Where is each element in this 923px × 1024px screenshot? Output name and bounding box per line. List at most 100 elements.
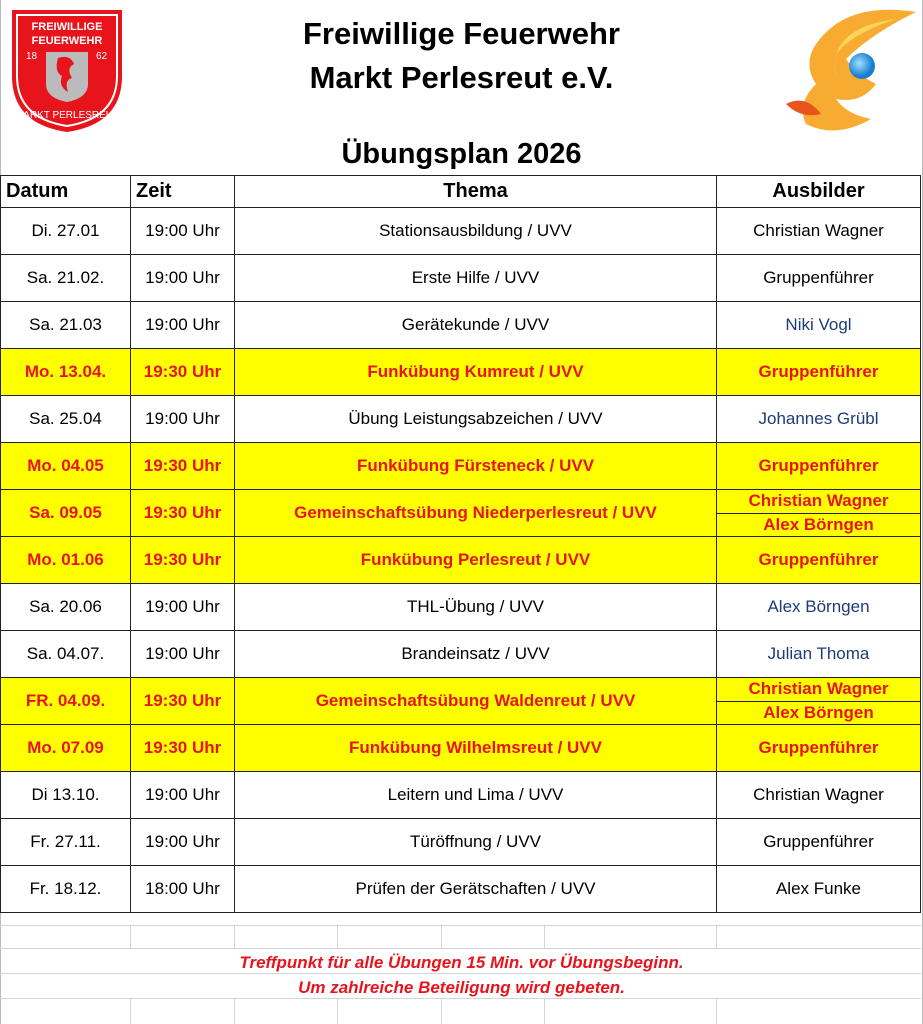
cell-datum: Di 13.10. bbox=[0, 771, 131, 819]
grid-line bbox=[0, 948, 921, 949]
table-row: Mo. 07.09 19:30 Uhr Funkübung Wilhelmsreut… bbox=[0, 724, 921, 772]
ausbilder-name: Christian Wagner bbox=[717, 491, 920, 514]
svg-text:MARKT PERLESREUT: MARKT PERLESREUT bbox=[15, 110, 119, 121]
cell-thema: THL-Übung / UVV bbox=[234, 583, 717, 631]
table-row: Sa. 21.03 19:00 Uhr Gerätekunde / UVV Niki … bbox=[0, 301, 921, 349]
table-row: FR. 04.09. 19:30 Uhr Gemeinschaftsübung Wa… bbox=[0, 677, 921, 725]
org-name-line2: Markt Perlesreut e.V. bbox=[309, 60, 614, 95]
cell-datum: Sa. 04.07. bbox=[0, 630, 131, 678]
cell-datum: Fr. 18.12. bbox=[0, 865, 131, 913]
table-row: Fr. 18.12. 18:00 Uhr Prüfen der Gerätschaf… bbox=[0, 865, 921, 913]
table-row: Mo. 04.05 19:30 Uhr Funkübung Fürsteneck /… bbox=[0, 442, 921, 490]
table-row: Di 13.10. 19:00 Uhr Leitern und Lima / UVV… bbox=[0, 771, 921, 819]
cell-datum: Sa. 21.03 bbox=[0, 301, 131, 349]
table-header-row: Datum Zeit Thema Ausbilder bbox=[0, 175, 921, 208]
cell-zeit: 19:00 Uhr bbox=[130, 207, 235, 255]
grid-line bbox=[0, 925, 921, 926]
cell-thema: Funkübung Perlesreut / UVV bbox=[234, 536, 717, 584]
cell-zeit: 19:30 Uhr bbox=[130, 348, 235, 396]
cell-ausbilder: Christian Wagner Alex Börngen bbox=[716, 489, 921, 537]
cell-thema: Stationsausbildung / UVV bbox=[234, 207, 717, 255]
cell-thema: Erste Hilfe / UVV bbox=[234, 254, 717, 302]
grid-line bbox=[716, 998, 717, 1024]
table-row: Sa. 04.07. 19:00 Uhr Brandeinsatz / UVV Jul… bbox=[0, 630, 921, 678]
grid-line bbox=[234, 925, 235, 948]
cell-ausbilder: Christian Wagner bbox=[716, 207, 921, 255]
cell-thema: Prüfen der Gerätschaften / UVV bbox=[234, 865, 717, 913]
svg-text:62: 62 bbox=[96, 51, 108, 62]
grid-line bbox=[337, 998, 338, 1024]
cell-thema: Funkübung Wilhelmsreut / UVV bbox=[234, 724, 717, 772]
flame-globe-logo bbox=[786, 9, 916, 131]
cell-datum: Sa. 25.04 bbox=[0, 395, 131, 443]
cell-thema: Leitern und Lima / UVV bbox=[234, 771, 717, 819]
cell-zeit: 19:30 Uhr bbox=[130, 536, 235, 584]
grid-line bbox=[544, 925, 545, 948]
cell-zeit: 18:00 Uhr bbox=[130, 865, 235, 913]
cell-datum: Sa. 20.06 bbox=[0, 583, 131, 631]
cell-zeit: 19:00 Uhr bbox=[130, 771, 235, 819]
cell-datum: Mo. 07.09 bbox=[0, 724, 131, 772]
cell-zeit: 19:30 Uhr bbox=[130, 489, 235, 537]
cell-datum: Di. 27.01 bbox=[0, 207, 131, 255]
cell-ausbilder: Christian Wagner Alex Börngen bbox=[716, 677, 921, 725]
table-row: Mo. 01.06 19:30 Uhr Funkübung Perlesreut /… bbox=[0, 536, 921, 584]
table-row: Sa. 20.06 19:00 Uhr THL-Übung / UVV Alex Bö… bbox=[0, 583, 921, 631]
empty-sheet-grid bbox=[0, 925, 921, 1024]
note-meeting-point: Treffpunkt für alle Übungen 15 Min. vor … bbox=[239, 953, 684, 972]
cell-thema: Übung Leistungsabzeichen / UVV bbox=[234, 395, 717, 443]
cell-datum: Mo. 13.04. bbox=[0, 348, 131, 396]
cell-thema: Türöffnung / UVV bbox=[234, 818, 717, 866]
cell-datum: Sa. 09.05 bbox=[0, 489, 131, 537]
cell-thema: Funkübung Fürsteneck / UVV bbox=[234, 442, 717, 490]
cell-datum: FR. 04.09. bbox=[0, 677, 131, 725]
ausbilder-name: Alex Börngen bbox=[763, 702, 874, 722]
cell-zeit: 19:30 Uhr bbox=[130, 677, 235, 725]
note-participation: Um zahlreiche Beteiligung wird gebeten. bbox=[298, 978, 625, 997]
fire-brigade-crest-logo: FREIWILLIGE FEUERWEHR 18 62 MARKT PERLES… bbox=[12, 10, 122, 132]
col-header-zeit: Zeit bbox=[130, 175, 235, 208]
cell-ausbilder: Johannes Grübl bbox=[716, 395, 921, 443]
grid-line bbox=[441, 998, 442, 1024]
schedule-table: Datum Zeit Thema Ausbilder Di. 27.01 19:0… bbox=[0, 175, 921, 913]
grid-line bbox=[130, 998, 131, 1024]
cell-ausbilder: Alex Börngen bbox=[716, 583, 921, 631]
cell-zeit: 19:00 Uhr bbox=[130, 395, 235, 443]
grid-line bbox=[0, 973, 921, 974]
table-row: Fr. 27.11. 19:00 Uhr Türöffnung / UVV Grupp… bbox=[0, 818, 921, 866]
cell-zeit: 19:00 Uhr bbox=[130, 818, 235, 866]
cell-thema: Gemeinschaftsübung Niederperlesreut / UV… bbox=[234, 489, 717, 537]
cell-thema: Gemeinschaftsübung Waldenreut / UVV bbox=[234, 677, 717, 725]
org-name-line1: Freiwillige Feuerwehr bbox=[303, 16, 620, 51]
col-header-thema: Thema bbox=[234, 175, 717, 208]
grid-line bbox=[716, 925, 717, 948]
table-row: Sa. 09.05 19:30 Uhr Gemeinschaftsübung Nie… bbox=[0, 489, 921, 537]
svg-text:FEUERWEHR: FEUERWEHR bbox=[32, 35, 103, 47]
cell-ausbilder: Gruppenführer bbox=[716, 536, 921, 584]
cell-zeit: 19:30 Uhr bbox=[130, 442, 235, 490]
cell-zeit: 19:00 Uhr bbox=[130, 630, 235, 678]
cell-zeit: 19:00 Uhr bbox=[130, 254, 235, 302]
table-row: Di. 27.01 19:00 Uhr Stationsausbildung / U… bbox=[0, 207, 921, 255]
cell-datum: Sa. 21.02. bbox=[0, 254, 131, 302]
cell-zeit: 19:30 Uhr bbox=[130, 724, 235, 772]
table-row: Mo. 13.04. 19:30 Uhr Funkübung Kumreut / U… bbox=[0, 348, 921, 396]
cell-ausbilder: Gruppenführer bbox=[716, 254, 921, 302]
col-header-ausbilder: Ausbilder bbox=[716, 175, 921, 208]
cell-thema: Funkübung Kumreut / UVV bbox=[234, 348, 717, 396]
cell-ausbilder: Gruppenführer bbox=[716, 818, 921, 866]
grid-line bbox=[441, 925, 442, 948]
ausbilder-name: Alex Börngen bbox=[763, 514, 874, 534]
svg-text:FREIWILLIGE: FREIWILLIGE bbox=[32, 21, 103, 33]
cell-zeit: 19:00 Uhr bbox=[130, 583, 235, 631]
grid-line bbox=[234, 998, 235, 1024]
cell-ausbilder: Gruppenführer bbox=[716, 724, 921, 772]
cell-thema: Gerätekunde / UVV bbox=[234, 301, 717, 349]
svg-text:18: 18 bbox=[26, 51, 38, 62]
cell-ausbilder: Alex Funke bbox=[716, 865, 921, 913]
ausbilder-name: Christian Wagner bbox=[717, 679, 920, 702]
cell-ausbilder: Christian Wagner bbox=[716, 771, 921, 819]
cell-ausbilder: Niki Vogl bbox=[716, 301, 921, 349]
grid-line bbox=[130, 925, 131, 948]
cell-ausbilder: Julian Thoma bbox=[716, 630, 921, 678]
